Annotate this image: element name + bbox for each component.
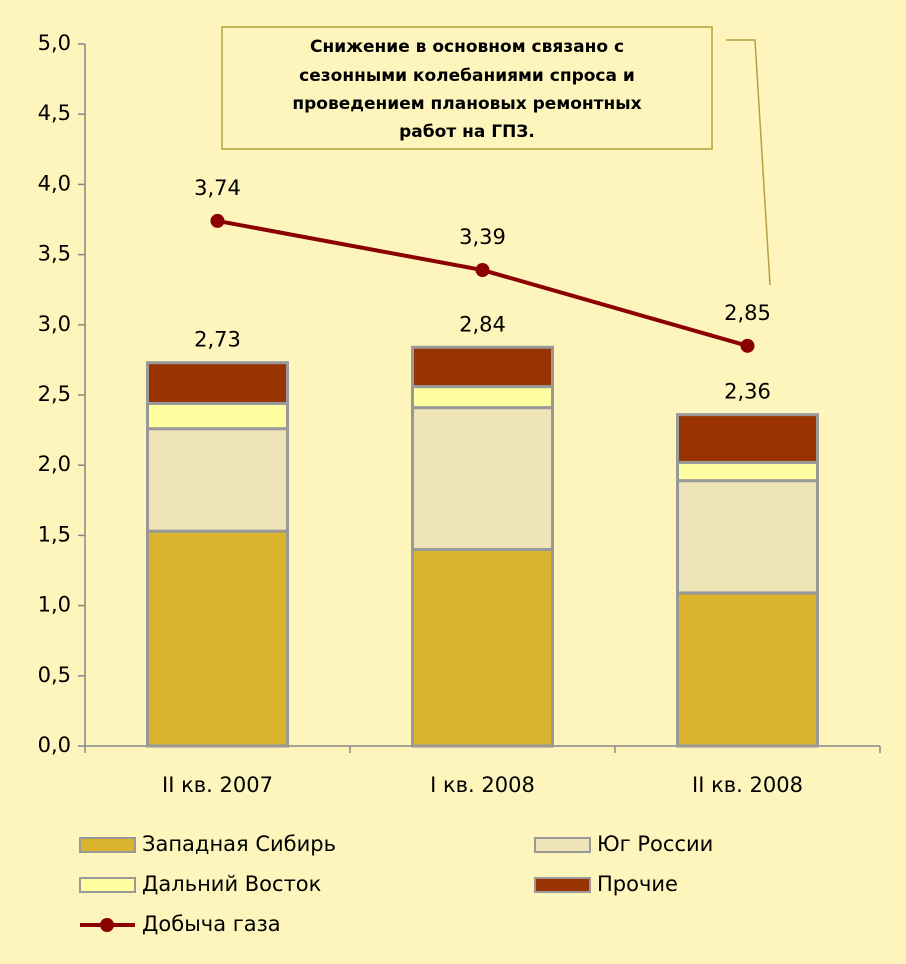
legend-label: Прочие xyxy=(597,872,678,896)
y-tick-label: 3,5 xyxy=(38,242,71,266)
annotation: проведением плановых ремонтных xyxy=(292,94,641,114)
bar-segment xyxy=(411,345,554,389)
legend-label: Добыча газа xyxy=(142,912,281,936)
annotation: работ на ГПЗ. xyxy=(399,122,535,142)
line-point xyxy=(210,213,225,228)
data-label: 3,74 xyxy=(194,176,241,200)
y-tick-label: 5,0 xyxy=(38,31,71,55)
total-label: 2,73 xyxy=(194,328,241,352)
bar-segment xyxy=(676,591,819,748)
data-label: 2,85 xyxy=(724,301,771,325)
line-point xyxy=(740,338,755,353)
y-tick-label: 2,0 xyxy=(38,452,71,476)
y-tick-label: 1,5 xyxy=(38,522,71,546)
legend-label: Дальний Восток xyxy=(142,872,321,896)
callout-line xyxy=(726,39,771,286)
bar-segment xyxy=(411,406,554,551)
legend-marker xyxy=(100,918,114,932)
total-label: 2,84 xyxy=(459,312,506,336)
y-tick-label: 2,5 xyxy=(38,382,71,406)
bar-segment xyxy=(676,413,819,464)
bar-segment xyxy=(146,401,289,431)
legend-label: Юг России xyxy=(597,832,713,856)
bar-segment xyxy=(411,547,554,748)
legend-swatch xyxy=(79,877,136,893)
x-tick-label: II кв. 2007 xyxy=(162,773,273,797)
y-tick-label: 4,5 xyxy=(38,101,71,125)
y-tick-label: 1,0 xyxy=(38,593,71,617)
data-label: 3,39 xyxy=(459,225,506,249)
legend-swatch xyxy=(534,837,591,853)
annotation-box xyxy=(221,26,713,150)
y-tick-label: 4,0 xyxy=(38,171,71,195)
legend-swatch xyxy=(534,877,591,893)
y-tick-label: 0,0 xyxy=(38,733,71,757)
bar-segment xyxy=(676,479,819,595)
y-tick-label: 0,5 xyxy=(38,663,71,687)
annotation: Снижение в основном связано с xyxy=(310,37,624,57)
legend-label: Западная Сибирь xyxy=(142,832,336,856)
x-tick-label: I кв. 2008 xyxy=(430,773,535,797)
bar-segment xyxy=(146,427,289,533)
annotation: сезонными колебаниями спроса и xyxy=(299,66,635,86)
line-point xyxy=(475,263,490,278)
bar-segment xyxy=(146,529,289,748)
bar-segment xyxy=(411,385,554,410)
bar-segment xyxy=(146,361,289,405)
total-label: 2,36 xyxy=(724,380,771,404)
legend-swatch xyxy=(79,837,136,853)
bar-segment xyxy=(676,460,819,483)
y-tick-label: 3,0 xyxy=(38,312,71,336)
x-tick-label: II кв. 2008 xyxy=(692,773,803,797)
